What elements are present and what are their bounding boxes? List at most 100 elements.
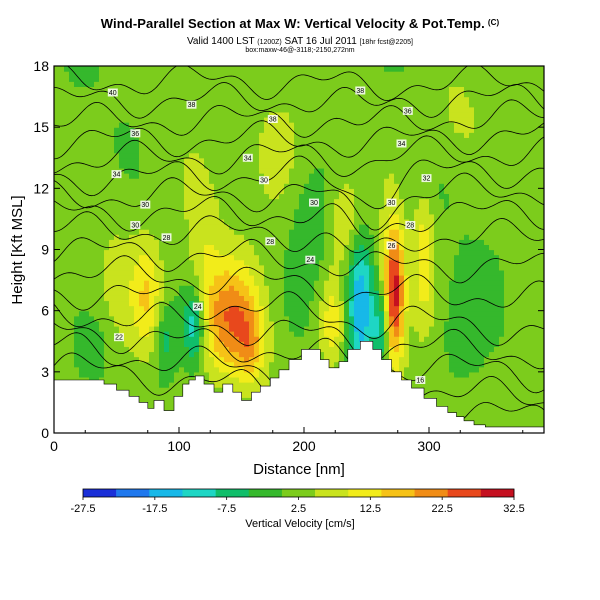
field-cell: [109, 162, 115, 169]
field-cell: [219, 213, 225, 220]
field-cell: [359, 229, 365, 235]
field-cell: [139, 315, 145, 322]
field-cell: [244, 290, 250, 296]
field-cell: [64, 285, 70, 291]
field-cell: [144, 152, 150, 159]
field-cell: [144, 300, 150, 307]
field-cell: [169, 116, 175, 123]
field-cell: [319, 66, 325, 72]
field-cell: [64, 142, 70, 149]
field-cell: [79, 157, 85, 164]
field-cell: [269, 193, 275, 200]
field-cell: [254, 249, 260, 256]
field-cell: [359, 320, 365, 327]
field-cell: [54, 116, 60, 123]
field-cell: [229, 208, 235, 215]
field-cell: [219, 142, 225, 149]
field-cell: [74, 244, 80, 251]
field-cell: [54, 198, 60, 205]
field-cell: [284, 71, 290, 77]
field-cell: [299, 111, 305, 118]
field-cell: [319, 152, 325, 159]
field-cell: [334, 290, 340, 296]
field-cell: [394, 157, 400, 164]
field-cell: [154, 173, 160, 179]
field-cell: [294, 254, 300, 261]
field-cell: [139, 218, 145, 225]
field-cell: [309, 305, 315, 312]
field-cell: [204, 295, 210, 302]
field-cell: [54, 213, 60, 220]
field-cell: [379, 71, 385, 77]
field-cell: [264, 66, 270, 72]
field-cell: [99, 91, 105, 98]
field-cell: [119, 356, 125, 363]
field-cell: [199, 157, 205, 164]
field-cell: [119, 111, 125, 118]
field-cell: [109, 305, 115, 312]
field-cell: [239, 71, 245, 77]
field-cell: [294, 315, 300, 322]
field-cell: [339, 305, 345, 312]
field-cell: [299, 341, 305, 347]
field-cell: [239, 264, 245, 271]
field-cell: [74, 76, 80, 82]
field-cell: [109, 224, 115, 230]
field-cell: [119, 178, 125, 184]
field-cell: [154, 127, 160, 133]
field-cell: [189, 249, 195, 256]
field-cell: [374, 162, 380, 169]
field-cell: [189, 305, 195, 312]
field-cell: [84, 305, 90, 312]
field-cell: [269, 285, 275, 291]
field-cell: [204, 269, 210, 276]
field-cell: [384, 173, 390, 179]
field-cell: [329, 66, 335, 72]
field-cell: [169, 325, 175, 332]
field-cell: [104, 81, 110, 87]
field-cell: [349, 91, 355, 98]
field-cell: [329, 122, 335, 128]
field-cell: [239, 336, 245, 342]
field-cell: [139, 331, 145, 337]
field-cell: [294, 229, 300, 235]
field-cell: [334, 111, 340, 118]
field-cell: [149, 402, 155, 409]
field-cell: [229, 269, 235, 276]
field-cell: [89, 254, 95, 261]
field-cell: [249, 178, 255, 184]
field-cell: [69, 310, 75, 317]
field-cell: [69, 336, 75, 342]
field-cell: [144, 208, 150, 215]
field-cell: [189, 147, 195, 154]
field-cell: [224, 361, 230, 368]
field-cell: [169, 305, 175, 312]
field-cell: [289, 325, 295, 332]
field-cell: [124, 132, 130, 138]
field-cell: [239, 106, 245, 113]
field-cell: [59, 116, 65, 123]
field-cell: [64, 91, 70, 98]
field-cell: [349, 264, 355, 271]
field-cell: [129, 137, 135, 144]
field-cell: [214, 116, 220, 123]
field-cell: [324, 320, 330, 327]
field-cell: [224, 229, 230, 235]
field-cell: [379, 127, 385, 133]
field-cell: [279, 290, 285, 296]
field-cell: [379, 116, 385, 123]
field-cell: [264, 198, 270, 205]
field-cell: [374, 127, 380, 133]
field-cell: [379, 188, 385, 195]
field-cell: [209, 346, 215, 353]
field-cell: [164, 218, 170, 225]
field-cell: [154, 71, 160, 77]
field-cell: [174, 331, 180, 337]
field-cell: [299, 91, 305, 98]
field-cell: [214, 162, 220, 169]
field-cell: [304, 132, 310, 138]
field-cell: [219, 274, 225, 281]
field-cell: [129, 76, 135, 82]
field-cell: [164, 106, 170, 113]
field-cell: [59, 274, 65, 281]
